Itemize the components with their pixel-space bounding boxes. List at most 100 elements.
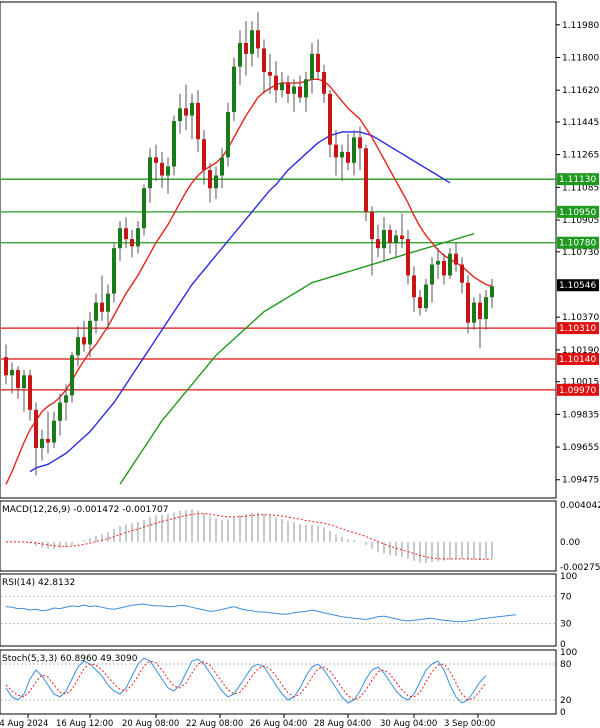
candle-body (322, 72, 326, 94)
time-axis: 14 Aug 2024 16 Aug 12:00 20 Aug 08:00 22 Au… (0, 714, 495, 728)
candle (226, 102, 230, 167)
rsi-panel-border (0, 573, 557, 647)
price-tick-label: 1.11620 (562, 86, 599, 96)
level-tag-label: 1.10310 (559, 324, 596, 334)
rsi-gridlines (1, 595, 555, 625)
candle-body (412, 275, 416, 298)
candle-body (4, 357, 8, 376)
candle (460, 257, 464, 294)
candle (220, 148, 224, 189)
candle (28, 369, 32, 421)
ma-mid-line (29, 131, 451, 473)
candle-body (40, 438, 44, 448)
horizontal-levels (1, 178, 556, 391)
candle-body (208, 170, 212, 189)
candle (292, 79, 296, 112)
candle (160, 151, 164, 189)
stoch-gridlines (1, 663, 555, 701)
stoch-label: Stoch(5,3,3) 60.8960 49.3090 (2, 654, 138, 664)
candle (370, 206, 374, 276)
current-price-tag (557, 279, 599, 292)
candle-body (490, 286, 494, 298)
rsi-line (5, 603, 517, 623)
candle-body (214, 175, 218, 189)
candle-body (130, 239, 134, 247)
time-tick-label: 20 Aug 08:00 (122, 719, 179, 728)
candle (82, 320, 86, 352)
time-tick-label: 14 Aug 2024 (0, 719, 48, 728)
macd-signal-path (5, 513, 493, 560)
candle (400, 213, 404, 249)
candle-body (292, 86, 296, 94)
candle (256, 12, 260, 58)
candle-body (142, 188, 146, 229)
candle-body (400, 235, 404, 240)
level-tag (557, 236, 599, 249)
candle-body (430, 264, 434, 285)
candle-body (310, 53, 314, 80)
candle-body (232, 66, 236, 112)
level-tag (557, 205, 599, 218)
price-tick-label: 1.11445 (562, 118, 599, 128)
candle (412, 266, 416, 312)
candle-body (136, 228, 140, 247)
candle (454, 242, 458, 272)
candle (250, 21, 254, 67)
rsi-label: RSI(14) 42.8132 (2, 578, 75, 588)
stoch-signal-path (5, 660, 487, 701)
candle (208, 162, 212, 203)
rsi-tick-label: 0 (560, 640, 566, 650)
time-tick-label: 22 Aug 08:00 (186, 719, 243, 728)
candle (130, 230, 134, 258)
candle-body (166, 166, 170, 176)
candle (124, 217, 128, 249)
macd-axis: 0.004042 0.00 -0.002755 (560, 501, 600, 573)
candle-body (172, 121, 176, 167)
stoch-tick-label: 0 (560, 708, 566, 718)
candle (262, 39, 266, 94)
candle (352, 130, 356, 176)
price-tick-label: 1.11265 (562, 151, 599, 161)
ma-slow-line (119, 233, 475, 485)
time-tick-label: 28 Aug 04:00 (314, 719, 371, 728)
candle-body (364, 148, 368, 212)
candle-body (238, 42, 242, 67)
candle (112, 242, 116, 303)
candle (178, 93, 182, 134)
candle-body (466, 282, 470, 323)
candle (310, 42, 314, 94)
candle-body (64, 395, 68, 403)
candle-body (340, 151, 344, 158)
candle-body (358, 137, 362, 149)
candle-body (316, 53, 320, 73)
macd-signal-line (5, 513, 493, 560)
rsi-panel: RSI(14) 42.8132 100 70 30 0 (0, 572, 577, 650)
level-tag (557, 322, 599, 335)
candle-body (298, 86, 302, 98)
candle-body (154, 157, 158, 163)
candle (70, 351, 74, 403)
candle (364, 144, 368, 221)
stoch-panel-border (0, 649, 557, 715)
candle-body (34, 409, 38, 448)
candle (148, 148, 152, 203)
candle-body (202, 139, 206, 171)
candle (448, 248, 452, 280)
candle (4, 344, 8, 385)
price-tick-label: 1.10015 (562, 378, 599, 388)
price-tick-label: 1.11800 (562, 53, 599, 63)
candle-body (106, 293, 110, 312)
macd-panel-border (0, 500, 557, 572)
candle (118, 220, 122, 261)
stoch-axis: 100 80 20 0 (560, 648, 577, 718)
candle (382, 217, 386, 261)
candle-body (484, 297, 488, 320)
candle (64, 384, 68, 421)
candle-body (394, 235, 398, 243)
candle (478, 293, 482, 349)
candle (388, 224, 392, 254)
candle (316, 39, 320, 80)
macd-tick-label: -0.002755 (560, 563, 600, 573)
candle (190, 93, 194, 140)
candle (406, 230, 410, 285)
